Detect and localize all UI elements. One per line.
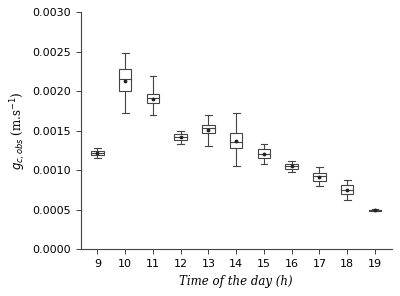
Bar xyxy=(286,164,298,169)
Bar xyxy=(91,151,104,155)
Bar xyxy=(313,173,326,181)
Bar xyxy=(202,125,215,133)
X-axis label: Time of the day (h): Time of the day (h) xyxy=(180,275,293,288)
Bar xyxy=(230,133,242,148)
Y-axis label: $g_{c,obs}$ (m.s$^{-1}$): $g_{c,obs}$ (m.s$^{-1}$) xyxy=(8,91,28,170)
Bar xyxy=(119,69,132,91)
Bar xyxy=(258,149,270,158)
Bar xyxy=(341,185,354,194)
Bar xyxy=(174,134,187,140)
Bar xyxy=(369,210,381,211)
Bar xyxy=(147,94,159,103)
